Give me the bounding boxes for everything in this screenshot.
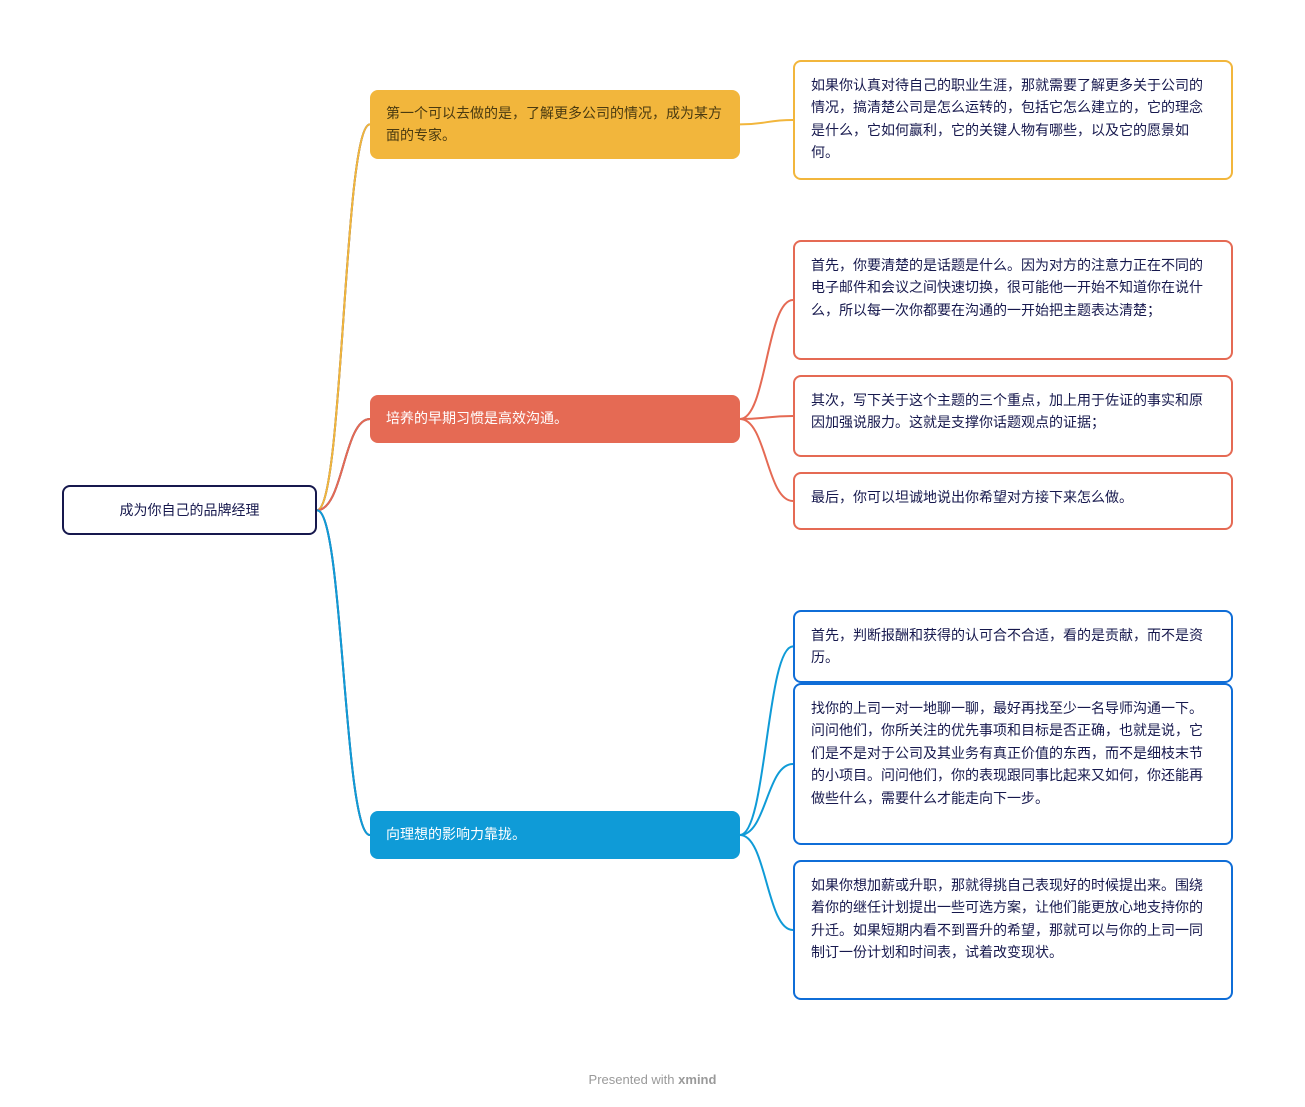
leaf-3-3[interactable]: 如果你想加薪或升职，那就得挑自己表现好的时候提出来。围绕着你的继任计划提出一些可… [793, 860, 1233, 1000]
leaf-2-1[interactable]: 首先，你要清楚的是话题是什么。因为对方的注意力正在不同的电子邮件和会议之间快速切… [793, 240, 1233, 360]
branch-node-3[interactable]: 向理想的影响力靠拢。 [370, 811, 740, 859]
footer: Presented with xmind [0, 1072, 1305, 1087]
root-node[interactable]: 成为你自己的品牌经理 [62, 485, 317, 535]
leaf-3-2[interactable]: 找你的上司一对一地聊一聊，最好再找至少一名导师沟通一下。问问他们，你所关注的优先… [793, 683, 1233, 845]
leaf-2-3[interactable]: 最后，你可以坦诚地说出你希望对方接下来怎么做。 [793, 472, 1233, 530]
footer-text: Presented with [589, 1072, 675, 1087]
footer-brand: xmind [678, 1072, 716, 1087]
branch-node-2[interactable]: 培养的早期习惯是高效沟通。 [370, 395, 740, 443]
branch-node-1[interactable]: 第一个可以去做的是，了解更多公司的情况，成为某方面的专家。 [370, 90, 740, 159]
leaf-1-1[interactable]: 如果你认真对待自己的职业生涯，那就需要了解更多关于公司的情况，搞清楚公司是怎么运… [793, 60, 1233, 180]
leaf-2-2[interactable]: 其次，写下关于这个主题的三个重点，加上用于佐证的事实和原因加强说服力。这就是支撑… [793, 375, 1233, 457]
leaf-3-1[interactable]: 首先，判断报酬和获得的认可合不合适，看的是贡献，而不是资历。 [793, 610, 1233, 683]
